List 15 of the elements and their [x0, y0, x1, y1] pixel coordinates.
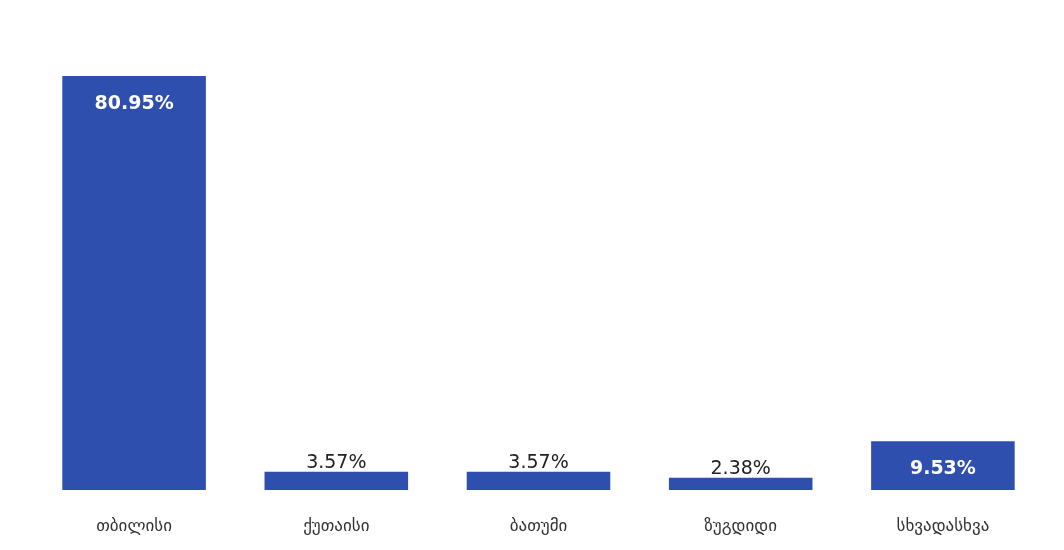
bar [264, 471, 409, 490]
data-label: 9.53% [909, 455, 976, 478]
x-tick-label: თბილისი [96, 514, 172, 535]
bar [62, 76, 206, 490]
x-tick-label: ზუგდიდი [704, 514, 778, 535]
bar [871, 441, 1015, 490]
x-tick-label: ქუთაისი [303, 514, 370, 535]
data-label: 2.38% [710, 456, 771, 479]
bar [668, 477, 813, 490]
bar [466, 471, 611, 490]
data-label: 3.57% [508, 450, 569, 473]
x-tick-label: ბათუმი [509, 514, 568, 535]
data-label: 3.57% [306, 450, 367, 473]
data-label: 80.95% [94, 90, 174, 113]
x-tick-label: სხვადასხვა [896, 514, 990, 535]
